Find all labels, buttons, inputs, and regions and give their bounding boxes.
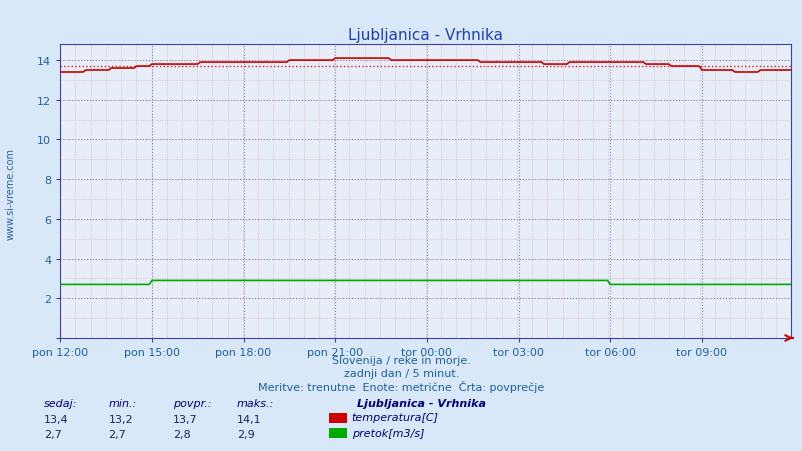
Text: 2,9: 2,9 [237,428,254,438]
Text: Slovenija / reke in morje.: Slovenija / reke in morje. [332,355,470,365]
Text: 2,8: 2,8 [172,428,190,438]
Text: 2,7: 2,7 [44,428,62,438]
Title: Ljubljanica - Vrhnika: Ljubljanica - Vrhnika [347,28,503,42]
Text: povpr.:: povpr.: [172,398,211,408]
Text: min.:: min.: [108,398,136,408]
Text: Ljubljanica - Vrhnika: Ljubljanica - Vrhnika [357,398,486,408]
Text: 13,2: 13,2 [108,414,133,423]
Text: 2,7: 2,7 [108,428,126,438]
Text: sedaj:: sedaj: [44,398,78,408]
Text: Meritve: trenutne  Enote: metrične  Črta: povprečje: Meritve: trenutne Enote: metrične Črta: … [258,380,544,392]
Text: 13,7: 13,7 [172,414,197,423]
Text: zadnji dan / 5 minut.: zadnji dan / 5 minut. [343,368,459,378]
Text: maks.:: maks.: [237,398,273,408]
Text: 13,4: 13,4 [44,414,69,423]
Text: temperatura[C]: temperatura[C] [351,412,438,422]
Text: www.si-vreme.com: www.si-vreme.com [6,148,15,240]
Text: 14,1: 14,1 [237,414,261,423]
Text: pretok[m3/s]: pretok[m3/s] [351,428,423,437]
